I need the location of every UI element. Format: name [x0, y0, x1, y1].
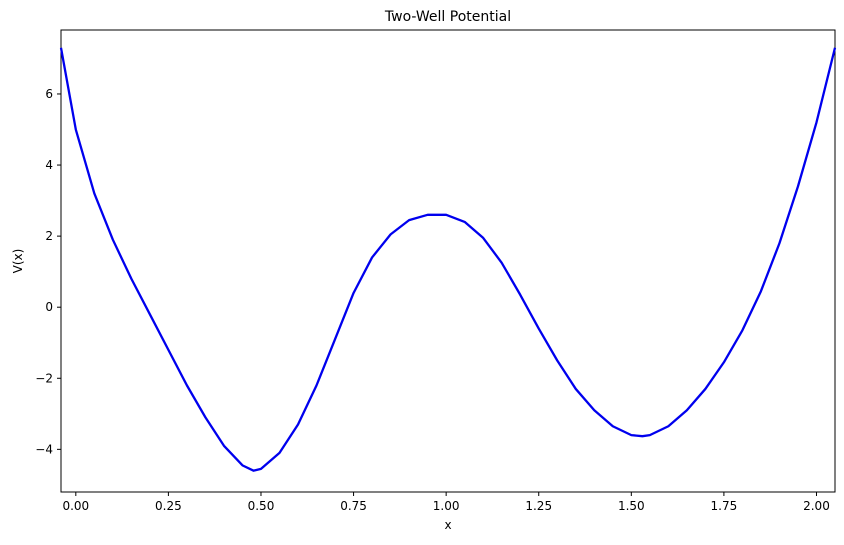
x-tick-label: 1.25: [525, 499, 552, 513]
series-layer: [59, 47, 837, 472]
x-tick-label: 0.50: [248, 499, 275, 513]
y-tick-label: 6: [45, 87, 53, 101]
y-axis-label: V(x): [11, 249, 25, 274]
x-tick-label: 0.25: [155, 499, 182, 513]
x-tick-label: 1.50: [618, 499, 645, 513]
chart-title: Two-Well Potential: [384, 9, 511, 25]
y-tick-label: 0: [45, 300, 53, 314]
x-tick-label: 0.75: [340, 499, 367, 513]
x-axis-label: x: [444, 518, 451, 532]
y-tick-label: 4: [45, 158, 53, 172]
x-tick-label: 0.00: [62, 499, 89, 513]
x-tick-label: 2.00: [803, 499, 830, 513]
x-axis-ticks: 0.00 0.25 0.50 0.75 1.00 1.25 1.50 1.75 2.00: [62, 492, 830, 513]
y-tick-label: 2: [45, 229, 53, 243]
plot-area: [59, 29, 837, 493]
x-tick-label: 1.00: [433, 499, 460, 513]
y-tick-label: −4: [35, 442, 53, 456]
plot-frame: [60, 29, 836, 493]
y-axis-ticks: −4 −2 0 2 4 6: [35, 87, 61, 456]
series-line-0: [59, 47, 837, 472]
x-tick-label: 1.75: [711, 499, 738, 513]
y-tick-label: −2: [35, 371, 53, 385]
